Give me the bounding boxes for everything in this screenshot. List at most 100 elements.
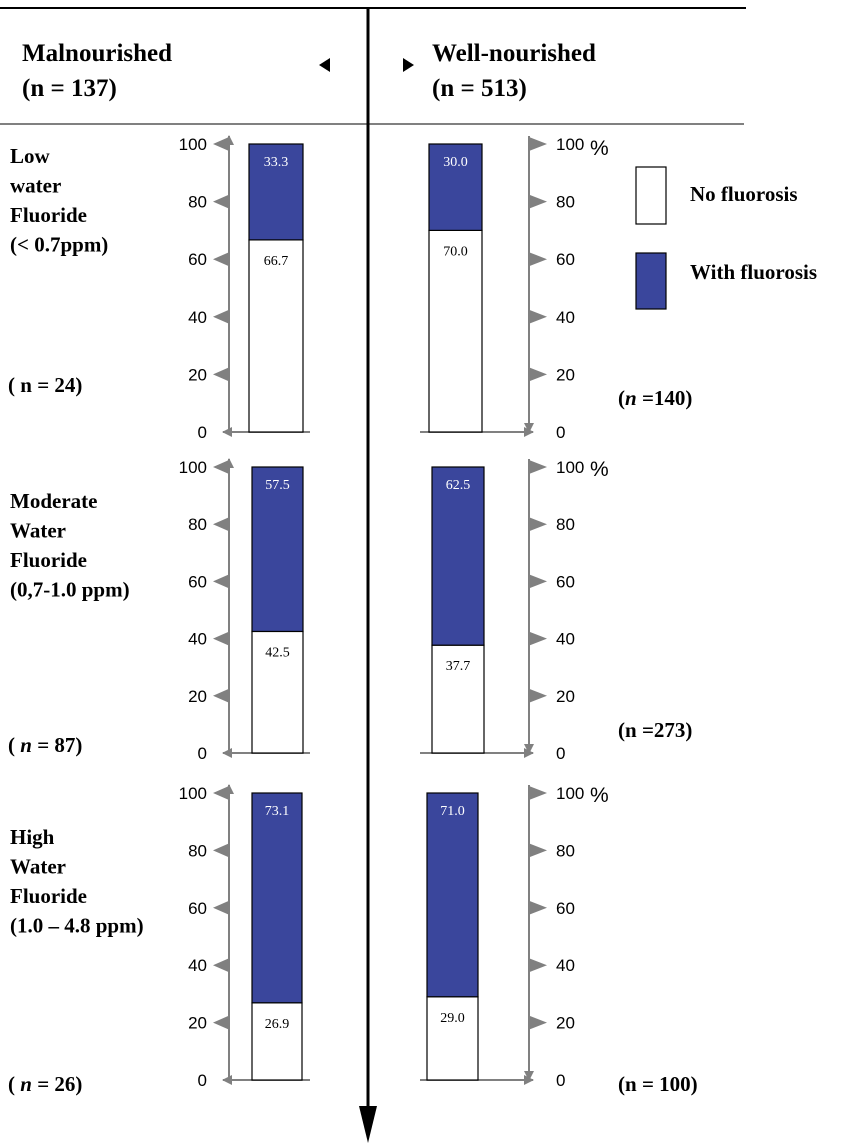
n-label-prefix: ( n <box>8 373 32 397</box>
tick-arrow-left <box>213 574 229 589</box>
panel-0: 0 0 20 20 40 40 60 60 80 80 100 100 % 33.3 66.7 30.0 70.… <box>8 135 692 442</box>
tick-label-right: 40 <box>556 630 575 649</box>
n-label-prefix: ( <box>618 386 625 410</box>
tick-label-right: 20 <box>556 687 575 706</box>
panel-label-line: Moderate <box>10 489 97 513</box>
tick-arrow-left <box>213 517 229 532</box>
tick-arrow-right <box>529 194 547 209</box>
bar-with-fluorosis <box>428 143 483 232</box>
bar-with-fluorosis <box>426 792 479 998</box>
value-label-with-fluorosis: 33.3 <box>264 155 289 170</box>
right-triangle-icon <box>403 58 414 72</box>
bar-no-fluorosis <box>426 996 479 1081</box>
tick-arrow-left <box>213 900 229 915</box>
tick-label-left: 100 <box>179 135 207 154</box>
panels: 0 0 20 20 40 40 60 60 80 80 100 100 % 33.3 66.7 30.0 70.… <box>8 135 698 1096</box>
tick-arrow-right <box>529 958 547 973</box>
panel-label-line: (1.0 – 4.8 ppm) <box>10 914 144 938</box>
tick-label-right: 60 <box>556 899 575 918</box>
value-label-no-fluorosis: 42.5 <box>265 645 290 660</box>
tick-arrow-right <box>529 786 547 800</box>
tick-label-left: 20 <box>188 1014 207 1033</box>
tick-arrow-left <box>213 786 229 800</box>
tick-label-left: 60 <box>188 899 207 918</box>
tick-label-left: 60 <box>188 250 207 269</box>
bar-with-fluorosis <box>251 466 304 633</box>
n-label-prefix: (n <box>618 718 637 742</box>
tick-arrow-right <box>529 900 547 915</box>
tick-arrow-left <box>213 631 229 646</box>
tick-label-left: 40 <box>188 630 207 649</box>
panel-label-line: Fluoride <box>10 203 87 227</box>
tick-arrow-left <box>213 194 229 209</box>
tick-label-left: 80 <box>188 193 207 212</box>
tick-arrow-right <box>529 252 547 267</box>
tick-label-left: 40 <box>188 308 207 327</box>
tick-label-left: 20 <box>188 687 207 706</box>
value-label-no-fluorosis: 37.7 <box>446 659 471 674</box>
tick-arrow-left <box>213 137 229 151</box>
tick-label-right: 60 <box>556 572 575 591</box>
tick-label-right: 0 <box>556 744 565 763</box>
n-label-value: = 24) <box>32 373 82 397</box>
n-label-prefix: ( <box>8 733 20 757</box>
tick-arrow-left <box>213 252 229 267</box>
panel-label-line: Fluoride <box>10 884 87 908</box>
tick-label-left: 0 <box>198 423 207 442</box>
n-label-prefix: ( <box>8 1072 20 1096</box>
value-label-no-fluorosis: 66.7 <box>264 254 289 269</box>
panel-label-line: (0,7-1.0 ppm) <box>10 578 130 602</box>
panel-2: 0 0 20 20 40 40 60 60 80 80 100 100 % 73.1 26.9 71.0 29.… <box>8 784 698 1096</box>
value-label-with-fluorosis: 62.5 <box>446 478 471 493</box>
tick-label-left: 20 <box>188 365 207 384</box>
tick-label-right: 0 <box>556 423 565 442</box>
tick-label-right: 100 <box>556 458 584 477</box>
legend-swatch-no-fluorosis <box>635 166 667 225</box>
tick-label-right: 60 <box>556 250 575 269</box>
tick-label-left: 0 <box>198 744 207 763</box>
value-label-no-fluorosis: 70.0 <box>443 244 468 259</box>
bar-with-fluorosis <box>251 792 303 1004</box>
value-label-with-fluorosis: 30.0 <box>443 155 468 170</box>
tick-label-left: 80 <box>188 515 207 534</box>
header-right-n: (n = 513) <box>432 75 527 102</box>
legend-label-no-fluorosis: No fluorosis <box>690 182 798 206</box>
tick-label-left: 80 <box>188 841 207 860</box>
bar-no-fluorosis <box>251 630 304 754</box>
n-symbol: n <box>20 1072 32 1096</box>
tick-arrow-right <box>529 574 547 589</box>
bar-with-fluorosis <box>248 143 304 241</box>
tick-arrow-right <box>529 309 547 324</box>
value-label-no-fluorosis: 29.0 <box>440 1011 465 1026</box>
bar-no-fluorosis <box>251 1002 303 1081</box>
tick-arrow-right <box>529 1015 547 1030</box>
tick-arrow-left <box>213 843 229 858</box>
tick-arrow-left <box>213 958 229 973</box>
tick-label-right: 80 <box>556 193 575 212</box>
tick-arrow-left <box>213 367 229 382</box>
tick-arrow-left <box>213 1015 229 1030</box>
legend-swatch-with-fluorosis <box>635 252 667 310</box>
header-right-title: Well-nourished <box>432 40 596 67</box>
tick-arrow-right <box>529 631 547 646</box>
panel-label-line: High <box>10 825 55 849</box>
tick-label-left: 40 <box>188 956 207 975</box>
tick-label-right: 20 <box>556 1014 575 1033</box>
tick-arrow-left <box>213 309 229 324</box>
value-label-with-fluorosis: 73.1 <box>265 804 290 819</box>
tick-label-left: 60 <box>188 572 207 591</box>
tick-label-left: 0 <box>198 1071 207 1090</box>
tick-arrow-right <box>529 843 547 858</box>
n-label-left: ( n = 87) <box>8 733 82 757</box>
percent-label: % <box>590 784 609 807</box>
percent-label: % <box>590 137 609 160</box>
panel-label-line: Water <box>10 519 66 543</box>
n-symbol: n <box>625 386 637 410</box>
n-label-left: ( n = 26) <box>8 1072 82 1096</box>
n-label-value: =273) <box>637 718 693 742</box>
tick-arrow-left <box>213 688 229 703</box>
tick-label-left: 100 <box>179 458 207 477</box>
tick-arrow-right <box>529 517 547 532</box>
tick-arrow-right <box>529 460 547 474</box>
